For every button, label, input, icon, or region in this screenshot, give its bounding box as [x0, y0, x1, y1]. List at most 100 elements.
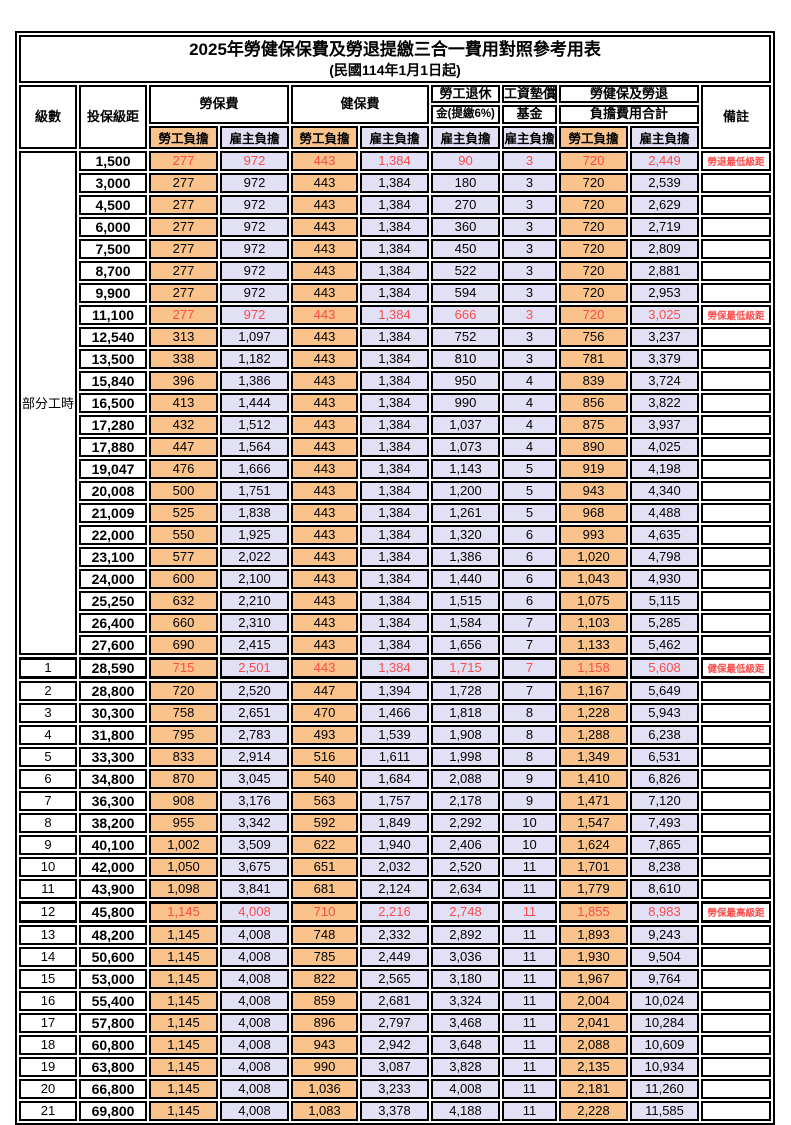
cell-fund-employer: 11: [502, 1078, 557, 1099]
cell-total-employer: 8,983: [630, 900, 699, 923]
cell-labor-employee: 833: [149, 746, 218, 767]
cell-bracket: 57,800: [79, 1012, 147, 1033]
cell-health-employer: 1,384: [360, 260, 429, 281]
cell-total-employee: 943: [559, 480, 628, 501]
cell-remark: 勞保最低級距: [701, 304, 771, 325]
col-header-fund-line2: 基金: [502, 105, 557, 124]
cell-total-employer: 5,285: [630, 612, 699, 633]
cell-remark: [701, 968, 771, 989]
cell-health-employer: 1,384: [360, 612, 429, 633]
cell-health-employer: 1,940: [360, 834, 429, 855]
cell-remark: [701, 590, 771, 611]
cell-health-employer: 1,384: [360, 436, 429, 457]
cell-total-employer: 3,025: [630, 304, 699, 325]
cell-total-employee: 781: [559, 348, 628, 369]
page-title: 2025年勞健保保費及勞退提繳三合一費用對照參考用表: [189, 39, 601, 59]
cell-labor-employer: 3,045: [220, 768, 289, 789]
cell-total-employee: 720: [559, 150, 628, 171]
cell-health-employee: 443: [291, 458, 358, 479]
cell-health-employee: 443: [291, 150, 358, 171]
cell-total-employer: 2,539: [630, 172, 699, 193]
cell-health-employer: 1,384: [360, 370, 429, 391]
cell-pension-employer: 90: [431, 150, 500, 171]
cell-fund-employer: 9: [502, 790, 557, 811]
table-row: 8 38,200 955 3,342 592 1,849 2,292 10 1,547 7,493: [19, 812, 771, 833]
cell-remark: [701, 238, 771, 259]
cell-labor-employee: 1,145: [149, 1078, 218, 1099]
cell-remark: [701, 282, 771, 303]
cell-health-employee: 443: [291, 568, 358, 589]
cell-remark: 勞保最高級距: [701, 900, 771, 923]
cell-total-employee: 720: [559, 260, 628, 281]
cell-labor-employer: 1,925: [220, 524, 289, 545]
cell-labor-employer: 2,783: [220, 724, 289, 745]
cell-health-employer: 1,384: [360, 458, 429, 479]
col-header-total-line2: 負擔費用合計: [559, 105, 699, 124]
cell-labor-employee: 525: [149, 502, 218, 523]
cell-remark: [701, 458, 771, 479]
cell-labor-employee: 277: [149, 304, 218, 325]
cell-labor-employee: 795: [149, 724, 218, 745]
cell-health-employee: 710: [291, 900, 358, 923]
cell-labor-employee: 476: [149, 458, 218, 479]
cell-level: 17: [19, 1012, 77, 1033]
table-row: 9,900 277 972 443 1,384 594 3 720 2,953: [19, 282, 771, 303]
cell-fund-employer: 11: [502, 878, 557, 899]
cell-health-employer: 1,384: [360, 480, 429, 501]
cell-labor-employer: 2,415: [220, 634, 289, 655]
cell-total-employee: 1,893: [559, 924, 628, 945]
cell-fund-employer: 11: [502, 990, 557, 1011]
cell-total-employee: 1,228: [559, 702, 628, 723]
cell-total-employer: 10,934: [630, 1056, 699, 1077]
subheader-fund-employer: 雇主負擔: [502, 125, 557, 149]
cell-labor-employer: 1,386: [220, 370, 289, 391]
cell-bracket: 23,100: [79, 546, 147, 567]
cell-level: 3: [19, 702, 77, 723]
cell-fund-employer: 6: [502, 546, 557, 567]
cell-labor-employee: 577: [149, 546, 218, 567]
cell-level: 7: [19, 790, 77, 811]
cell-labor-employer: 3,342: [220, 812, 289, 833]
cell-health-employee: 443: [291, 634, 358, 655]
cell-health-employee: 943: [291, 1034, 358, 1055]
cell-pension-employer: 1,440: [431, 568, 500, 589]
cell-labor-employer: 1,666: [220, 458, 289, 479]
cell-health-employer: 3,087: [360, 1056, 429, 1077]
cell-health-employer: 1,384: [360, 348, 429, 369]
cell-pension-employer: 1,320: [431, 524, 500, 545]
cell-fund-employer: 4: [502, 414, 557, 435]
col-header-fund-line1: 工資墊償: [502, 85, 557, 104]
cell-health-employer: 1,384: [360, 238, 429, 259]
cell-total-employer: 8,238: [630, 856, 699, 877]
cell-labor-employee: 550: [149, 524, 218, 545]
cell-bracket: 13,500: [79, 348, 147, 369]
cell-labor-employer: 1,838: [220, 502, 289, 523]
cell-health-employee: 540: [291, 768, 358, 789]
cell-level: 20: [19, 1078, 77, 1099]
cell-level: 21: [19, 1100, 77, 1121]
cell-health-employer: 2,565: [360, 968, 429, 989]
cell-health-employee: 470: [291, 702, 358, 723]
table-row: 20 66,800 1,145 4,008 1,036 3,233 4,008 11 2,181…: [19, 1078, 771, 1099]
part-time-label-cell: 部分工時: [19, 150, 77, 655]
cell-total-employer: 6,826: [630, 768, 699, 789]
table-row: 25,250 632 2,210 443 1,384 1,515 6 1,075 5,115: [19, 590, 771, 611]
cell-labor-employer: 3,176: [220, 790, 289, 811]
table-row: 6,000 277 972 443 1,384 360 3 720 2,719: [19, 216, 771, 237]
cell-level: 9: [19, 834, 77, 855]
cell-total-employee: 890: [559, 436, 628, 457]
cell-total-employee: 2,004: [559, 990, 628, 1011]
cell-pension-employer: 360: [431, 216, 500, 237]
cell-health-employee: 859: [291, 990, 358, 1011]
cell-pension-employer: 2,178: [431, 790, 500, 811]
cell-labor-employer: 4,008: [220, 1056, 289, 1077]
cell-pension-employer: 1,143: [431, 458, 500, 479]
table-row: 12 45,800 1,145 4,008 710 2,216 2,748 11 1,855 8,…: [19, 900, 771, 923]
cell-total-employee: 720: [559, 304, 628, 325]
cell-labor-employee: 660: [149, 612, 218, 633]
cell-level: 11: [19, 878, 77, 899]
cell-health-employer: 1,384: [360, 326, 429, 347]
cell-labor-employee: 413: [149, 392, 218, 413]
cell-health-employer: 2,032: [360, 856, 429, 877]
cell-total-employer: 5,943: [630, 702, 699, 723]
